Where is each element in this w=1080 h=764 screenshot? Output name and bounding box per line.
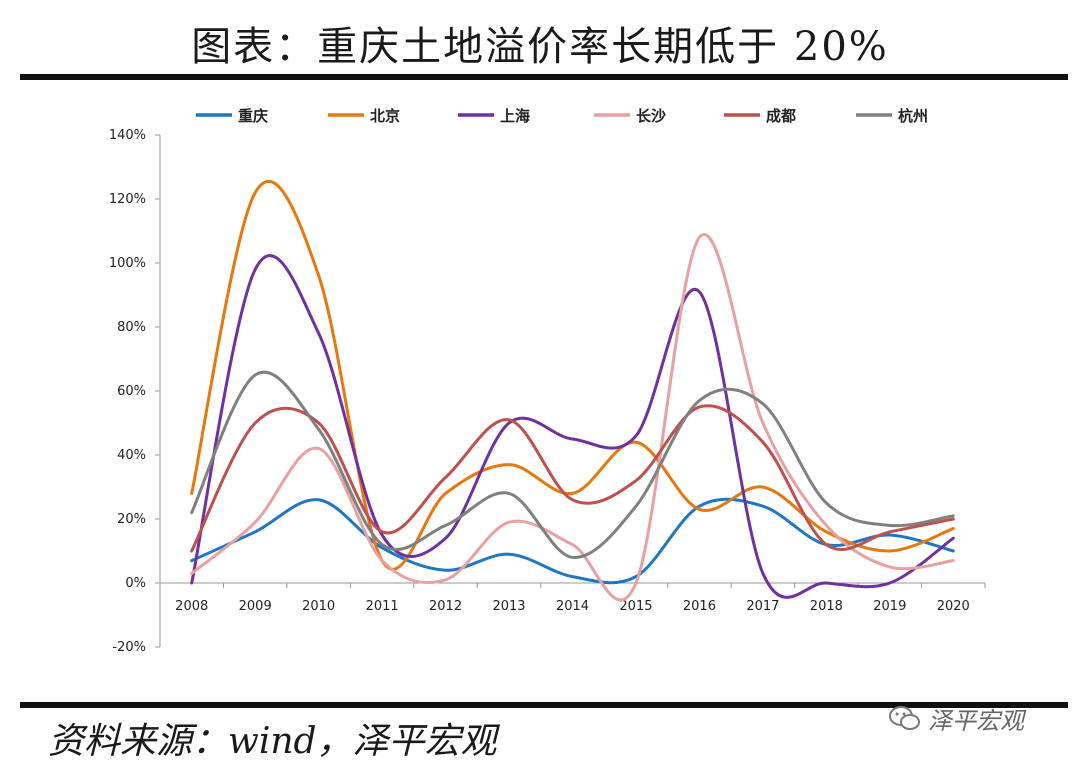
top-divider — [20, 74, 1068, 80]
x-tick-label: 2019 — [873, 599, 906, 614]
legend-label: 上海 — [500, 107, 530, 125]
y-tick-label: 120% — [109, 192, 146, 207]
y-tick-label: -20% — [112, 640, 146, 655]
wechat-icon — [889, 706, 920, 730]
x-tick-label: 2008 — [175, 599, 208, 614]
x-tick-label: 2018 — [810, 599, 843, 614]
y-tick-label: 140% — [109, 128, 146, 143]
x-tick-label: 2013 — [492, 599, 525, 614]
legend-label: 重庆 — [238, 107, 268, 125]
chart-axes: 140% 120% 100% 80% 60% 40% 20% 0% -20% 2008 2009 20… — [109, 128, 986, 655]
x-tick-label: 2011 — [366, 599, 399, 614]
x-tick-label: 2016 — [683, 599, 716, 614]
bottom-divider — [20, 702, 1068, 708]
x-tick-label: 2010 — [302, 599, 335, 614]
series-line-6 — [190, 370, 955, 559]
y-tick-label: 0% — [125, 576, 146, 591]
chart-legend: 重庆 北京 上海 长沙 成都 杭州 — [196, 107, 928, 125]
legend-label: 杭州 — [898, 107, 928, 125]
series-line-5 — [190, 404, 955, 553]
x-tick-label: 2020 — [937, 599, 970, 614]
y-tick-label: 40% — [117, 448, 146, 463]
watermark-text: 泽平宏观 — [928, 706, 1024, 735]
watermark: 泽平宏观 — [888, 700, 1058, 736]
x-tick-label: 2015 — [619, 599, 652, 614]
line-chart: 重庆 北京 上海 长沙 成都 杭州 140% 120% 100% 80% 60% 40% 20% 0% -… — [109, 107, 986, 655]
legend-label: 长沙 — [636, 107, 666, 125]
series-line-2 — [190, 179, 955, 571]
legend-label: 北京 — [370, 107, 400, 125]
x-tick-label: 2014 — [556, 599, 589, 614]
y-tick-label: 20% — [117, 512, 146, 527]
series-line-3 — [190, 254, 955, 599]
page-title: 图表：重庆土地溢价率长期低于 20% — [191, 24, 889, 70]
y-tick-label: 60% — [117, 384, 146, 399]
x-tick-label: 2009 — [239, 599, 272, 614]
x-tick-label: 2012 — [429, 599, 462, 614]
source-note: 资料来源：wind，泽平宏观 — [48, 721, 497, 762]
legend-label: 成都 — [766, 107, 796, 125]
x-tick-label: 2017 — [746, 599, 779, 614]
series-line-4 — [190, 233, 955, 602]
chart-series — [190, 179, 955, 602]
y-tick-label: 80% — [117, 320, 146, 335]
y-tick-label: 100% — [109, 256, 146, 271]
